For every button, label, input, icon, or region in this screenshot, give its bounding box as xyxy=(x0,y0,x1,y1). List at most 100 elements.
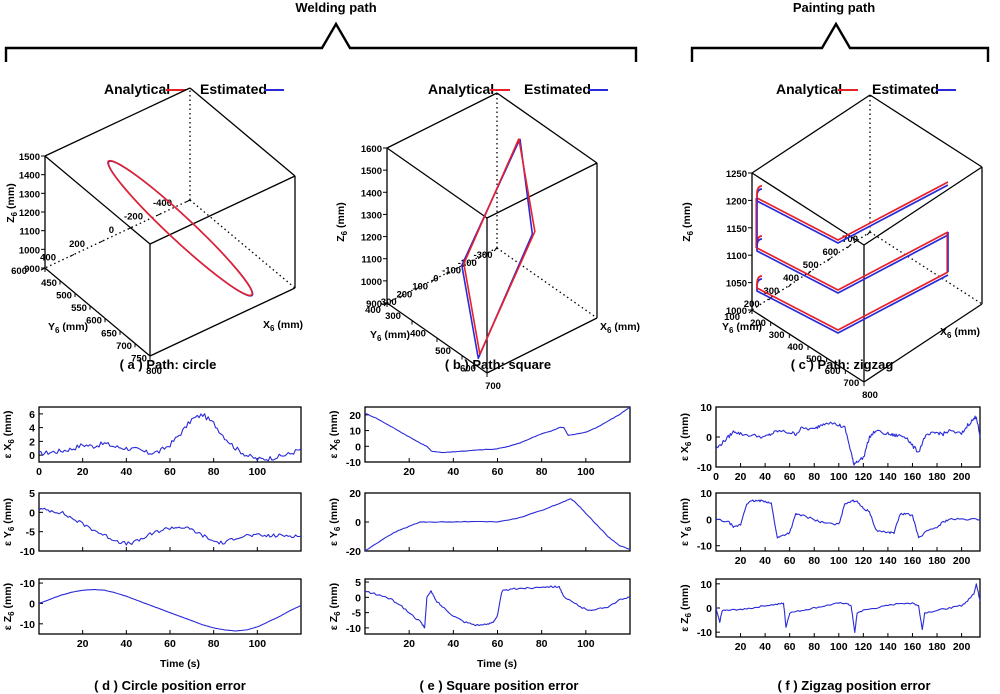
z-axis-label: Z6 (mm) xyxy=(681,202,695,241)
y-axis-tick-label: 400 xyxy=(365,305,381,316)
z-axis-tick-label: 1100 xyxy=(361,255,382,266)
y-axis-tick xyxy=(430,279,435,283)
e-ytick-label: -10 xyxy=(346,457,361,469)
z-axis-tick-label: 1300 xyxy=(19,189,40,200)
f-ylabel-1-main: ε Y xyxy=(679,531,691,546)
x-axis-tick-label: 200 xyxy=(750,318,766,329)
y-axis-tick xyxy=(69,253,75,257)
f-ylabel-1-sub: 6 xyxy=(684,526,693,531)
x-axis-tick-label: 550 xyxy=(71,303,87,314)
z-axis-tick-label: 1000 xyxy=(726,306,747,317)
f-ylabel-1-unit: (mm) xyxy=(679,498,691,527)
e-ytick-label: 5 xyxy=(355,577,361,589)
y-axis-tick-label: 100 xyxy=(412,281,428,292)
painting-brace xyxy=(690,21,990,62)
legend-b-analytical-label: Analytical xyxy=(428,81,494,97)
x-axis-tick-label: 600 xyxy=(86,316,102,327)
x-axis-tick-label: 300 xyxy=(385,311,401,322)
x-axis-label-unit: (mm) xyxy=(611,321,640,333)
f-ylabel-2-sub: 6 xyxy=(684,612,693,617)
x-axis-tick-label: 650 xyxy=(101,328,117,339)
legend-c: Analytical Estimated xyxy=(776,81,956,97)
e-ylabel-2-main: ε Z xyxy=(328,615,340,630)
y-axis-tick xyxy=(156,213,162,217)
box-edge xyxy=(751,172,865,246)
e-ylabel-2-sub: 6 xyxy=(333,611,342,616)
y-axis-tick-label: 200 xyxy=(396,289,412,300)
y-axis-tick xyxy=(807,270,812,275)
box-edge xyxy=(149,175,296,245)
d-ylabel-0: ε X6 (mm) xyxy=(2,411,16,459)
d-ylabel-1: ε Y6 (mm) xyxy=(2,498,16,546)
f-ylabel-2-unit: (mm) xyxy=(679,584,691,613)
x-axis-label-unit: (mm) xyxy=(951,326,980,338)
e-ytick-label: -5 xyxy=(352,608,361,620)
f-xtick-label: 160 xyxy=(904,555,922,567)
d-ytick-label: -10 xyxy=(20,578,35,590)
z-axis-tick-label: 1100 xyxy=(19,227,40,238)
f-xtick-label: 160 xyxy=(904,641,922,653)
box-edge xyxy=(44,155,151,245)
f-xtick-label: 140 xyxy=(879,471,897,483)
box-edge xyxy=(149,287,296,357)
z-axis-label-sub: 6 xyxy=(686,230,695,235)
e-ytick-label: 20 xyxy=(349,410,361,422)
d-xtick-label: 40 xyxy=(120,638,132,650)
x-axis-tick-label: 500 xyxy=(806,354,822,365)
e-ytick-label: 10 xyxy=(349,426,361,438)
d-subplot-1: -10 -5 0 5 ε Y6 (mm) xyxy=(2,488,302,558)
x-axis-label-main: X xyxy=(940,326,947,338)
f-ylabel-0-unit: (mm) xyxy=(679,413,691,442)
z-axis-tick-label: 1500 xyxy=(361,166,382,177)
e-xtick-label: 60 xyxy=(492,638,504,650)
box-edge xyxy=(386,147,488,219)
x-axis-label-main: X xyxy=(600,321,607,333)
y-axis-tick xyxy=(493,247,498,252)
y-axis-tick xyxy=(40,267,46,271)
z-axis-tick-label: 900 xyxy=(24,264,40,275)
caption-d: ( d ) Circle position error xyxy=(94,678,246,693)
e-xtick-label: 20 xyxy=(403,638,415,650)
box-hidden-edge xyxy=(189,199,296,289)
e-error-line-2 xyxy=(364,585,631,629)
y-axis-tick-label: -200 xyxy=(458,258,477,269)
legend-a-estimated-label: Estimated xyxy=(200,81,267,97)
caption-c: ( c ) Path: zigzag xyxy=(791,357,894,372)
d-xtick-label: 20 xyxy=(77,466,89,478)
f-xtick-label: 20 xyxy=(735,471,747,483)
box-edge xyxy=(751,94,871,174)
f-xtick-label: 40 xyxy=(759,555,771,567)
f-ylabel-2-main: ε Z xyxy=(679,617,691,632)
f-xtick-label: 80 xyxy=(808,641,820,653)
y-axis-label-sub: 6 xyxy=(55,326,60,335)
y-axis-label: Y6 (mm) xyxy=(370,329,410,343)
legend-a: Analytical Estimated xyxy=(104,81,284,97)
d-xtick-label: 80 xyxy=(208,466,220,478)
d-xtick-label: 100 xyxy=(249,466,267,478)
d-xtick-label: 0 xyxy=(36,466,42,478)
x-axis-tick-label: 400 xyxy=(787,342,803,353)
y-axis-tick xyxy=(748,309,753,314)
d-ytick-label: 2 xyxy=(29,436,35,448)
z-axis-tick-label: 1200 xyxy=(361,233,382,244)
d-ytick-label: 0 xyxy=(29,598,35,610)
e-ylabel-2-unit: (mm) xyxy=(328,583,340,612)
caption-e: ( e ) Square position error xyxy=(420,678,579,693)
e-xtick-label: 80 xyxy=(536,638,548,650)
caption-a: ( a ) Path: circle xyxy=(120,357,217,372)
y-axis-tick xyxy=(127,226,133,230)
f-xtick-label: 120 xyxy=(855,471,873,483)
f-xtick-label: 140 xyxy=(879,555,897,567)
d-axes-frame xyxy=(38,578,302,635)
z-axis-tick-label: 1200 xyxy=(726,196,747,207)
x-axis-tick-label: 500 xyxy=(56,291,72,302)
f-xtick-label: 100 xyxy=(830,471,848,483)
e-ylabel-1-sub: 6 xyxy=(333,526,342,531)
z-axis-tick-label: 1100 xyxy=(726,251,747,262)
z-axis-label-sub: 6 xyxy=(340,230,349,235)
d-ylabel-2-sub: 6 xyxy=(7,611,16,616)
caption-b: ( b ) Path: square xyxy=(445,357,551,372)
